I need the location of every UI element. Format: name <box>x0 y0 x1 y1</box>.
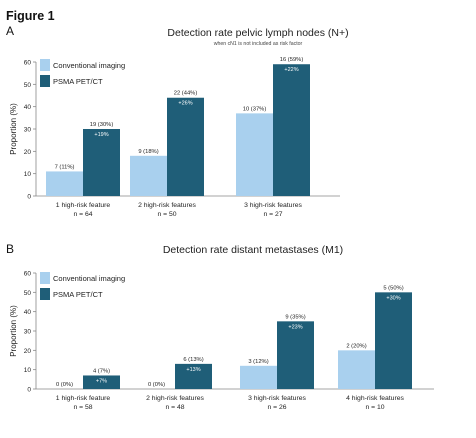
panel-a: A Detection rate pelvic lymph nodes (N+)… <box>6 24 349 218</box>
panel-a-diff-label: +19% <box>94 132 108 138</box>
panel-b-category-label: 4 high-risk features <box>346 395 404 402</box>
panel-a-y-tick-label: 20 <box>24 149 32 156</box>
panel-b-value-label: 4 (7%) <box>93 368 110 374</box>
panel-a-value-label: 19 (30%) <box>90 122 114 128</box>
panel-b: B Detection rate distant metastases (M1)… <box>6 242 434 411</box>
panel-b-value-label: 5 (50%) <box>383 285 403 291</box>
panel-a-legend-label: Conventional imaging <box>53 61 125 70</box>
panel-b-value-label: 3 (12%) <box>248 359 268 365</box>
panel-a-y-tick-label: 10 <box>24 171 32 178</box>
panel-b-legend-swatch <box>40 272 50 284</box>
panel-b-legend-label: PSMA PET/CT <box>53 290 103 299</box>
figure-title: Figure 1 <box>6 9 55 23</box>
panel-b-value-label: 6 (13%) <box>183 357 203 363</box>
panel-b-value-label: 0 (0%) <box>56 382 73 388</box>
panel-b-diff-label: +30% <box>386 295 400 301</box>
panel-a-bar-psma <box>273 64 310 196</box>
panel-b-category-n: n = 58 <box>73 404 92 411</box>
panel-b-y-tick-label: 10 <box>24 367 32 374</box>
panel-b-plot: 0 10 20 30 40 50 60 0 (0%) 4 (7%) +7% 1 high-risk … <box>24 271 434 411</box>
panel-b-bar-psma <box>175 363 212 389</box>
panel-a-diff-label: +22% <box>284 67 298 73</box>
panel-b-category-label: 3 high-risk features <box>248 395 306 402</box>
panel-a-bar-psma <box>167 97 204 196</box>
panel-a-y-tick-label: 60 <box>24 60 32 67</box>
panel-a-legend-swatch <box>40 59 50 71</box>
panel-a-legend-label: PSMA PET/CT <box>53 77 103 86</box>
panel-b-title: Detection rate distant metastases (M1) <box>163 244 343 256</box>
panel-b-diff-label: +23% <box>288 324 302 330</box>
panel-a-value-label: 22 (44%) <box>174 91 198 97</box>
panel-b-y-tick-label: 0 <box>27 387 31 394</box>
panel-a-value-label: 9 (18%) <box>138 149 158 155</box>
panel-b-bar-psma <box>375 292 412 389</box>
panel-a-subtitle: when cN1 is not included as risk factor <box>214 41 303 47</box>
panel-a-y-tick-label: 50 <box>24 82 32 89</box>
panel-b-category-n: n = 48 <box>165 404 184 411</box>
panel-a-y-tick-label: 0 <box>27 194 31 201</box>
panel-a-label: A <box>6 24 14 38</box>
panel-b-diff-label: +13% <box>186 367 200 373</box>
panel-b-y-tick-label: 50 <box>24 290 32 297</box>
panel-a-category-n: n = 64 <box>73 211 92 218</box>
panel-b-y-tick-label: 40 <box>24 309 32 316</box>
panel-b-category-label: 2 high-risk features <box>146 395 204 402</box>
panel-b-legend-swatch <box>40 288 50 300</box>
panel-a-y-axis-label: Proportion (%) <box>9 103 18 155</box>
panel-b-y-tick-label: 60 <box>24 271 32 278</box>
panel-a-value-label: 16 (59%) <box>280 57 304 63</box>
panel-b-bar-psma <box>277 321 314 389</box>
panel-b-y-tick-label: 20 <box>24 348 32 355</box>
panel-a-bar-psma <box>83 129 120 196</box>
panel-a-value-label: 7 (11%) <box>55 164 75 170</box>
panel-a-diff-label: +26% <box>178 101 192 107</box>
panel-b-bar-conventional <box>240 365 277 389</box>
panel-b-y-axis-label: Proportion (%) <box>9 305 18 357</box>
panel-b-legend-label: Conventional imaging <box>53 274 125 283</box>
panel-b-category-n: n = 10 <box>365 404 384 411</box>
panel-a-value-label: 10 (37%) <box>243 106 267 112</box>
panel-b-label: B <box>6 242 14 256</box>
panel-a-bar-conventional <box>130 155 167 196</box>
panel-a-category-label: 1 high-risk feature <box>56 202 111 209</box>
panel-a-category-n: n = 50 <box>157 211 176 218</box>
panel-b-y-tick-label: 30 <box>24 329 32 336</box>
panel-a-title: Detection rate pelvic lymph nodes (N+) <box>167 27 348 39</box>
panel-a-bar-conventional <box>236 113 273 196</box>
panel-a-legend-swatch <box>40 75 50 87</box>
panel-b-diff-label: +7% <box>96 378 107 384</box>
panel-b-bar-conventional <box>338 350 375 389</box>
panel-a-category-label: 2 high-risk features <box>138 202 196 209</box>
panel-b-category-n: n = 26 <box>267 404 286 411</box>
panel-a-bar-conventional <box>46 171 83 196</box>
panel-a-plot: 0 10 20 30 40 50 60 7 (11%) 19 (30%) +19% 1 high-r… <box>24 57 340 218</box>
panel-a-category-n: n = 27 <box>263 211 282 218</box>
panel-a-y-tick-label: 40 <box>24 104 32 111</box>
panel-b-category-label: 1 high-risk feature <box>56 395 111 402</box>
panel-b-value-label: 0 (0%) <box>148 382 165 388</box>
panel-a-y-tick-label: 30 <box>24 127 32 134</box>
panel-b-value-label: 2 (20%) <box>346 343 366 349</box>
panel-b-value-label: 9 (35%) <box>285 314 305 320</box>
panel-a-category-label: 3 high-risk features <box>244 202 302 209</box>
panel-b-bar-psma <box>83 375 120 389</box>
